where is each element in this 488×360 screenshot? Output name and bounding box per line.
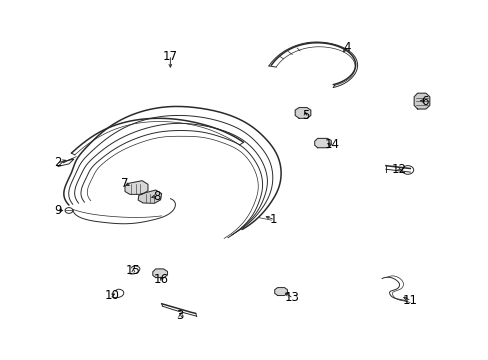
Text: 6: 6 xyxy=(420,95,428,108)
Text: 4: 4 xyxy=(343,41,350,54)
Polygon shape xyxy=(295,108,310,118)
Text: 2: 2 xyxy=(54,156,62,169)
Text: 1: 1 xyxy=(269,213,277,226)
Text: 9: 9 xyxy=(54,204,62,217)
Text: 5: 5 xyxy=(301,109,308,122)
Text: 14: 14 xyxy=(324,138,339,151)
Text: 17: 17 xyxy=(163,50,178,63)
Text: 13: 13 xyxy=(285,291,299,304)
Polygon shape xyxy=(413,93,429,109)
Text: 11: 11 xyxy=(402,294,417,307)
Text: 12: 12 xyxy=(391,163,406,176)
Text: 7: 7 xyxy=(121,177,128,190)
Text: 8: 8 xyxy=(153,190,160,203)
Polygon shape xyxy=(314,138,330,148)
Text: 3: 3 xyxy=(176,309,183,322)
Text: 10: 10 xyxy=(104,289,119,302)
Polygon shape xyxy=(153,269,167,278)
Polygon shape xyxy=(274,288,287,296)
Polygon shape xyxy=(138,190,161,203)
Text: 15: 15 xyxy=(125,264,141,277)
Text: 16: 16 xyxy=(154,273,169,286)
Polygon shape xyxy=(125,181,148,194)
